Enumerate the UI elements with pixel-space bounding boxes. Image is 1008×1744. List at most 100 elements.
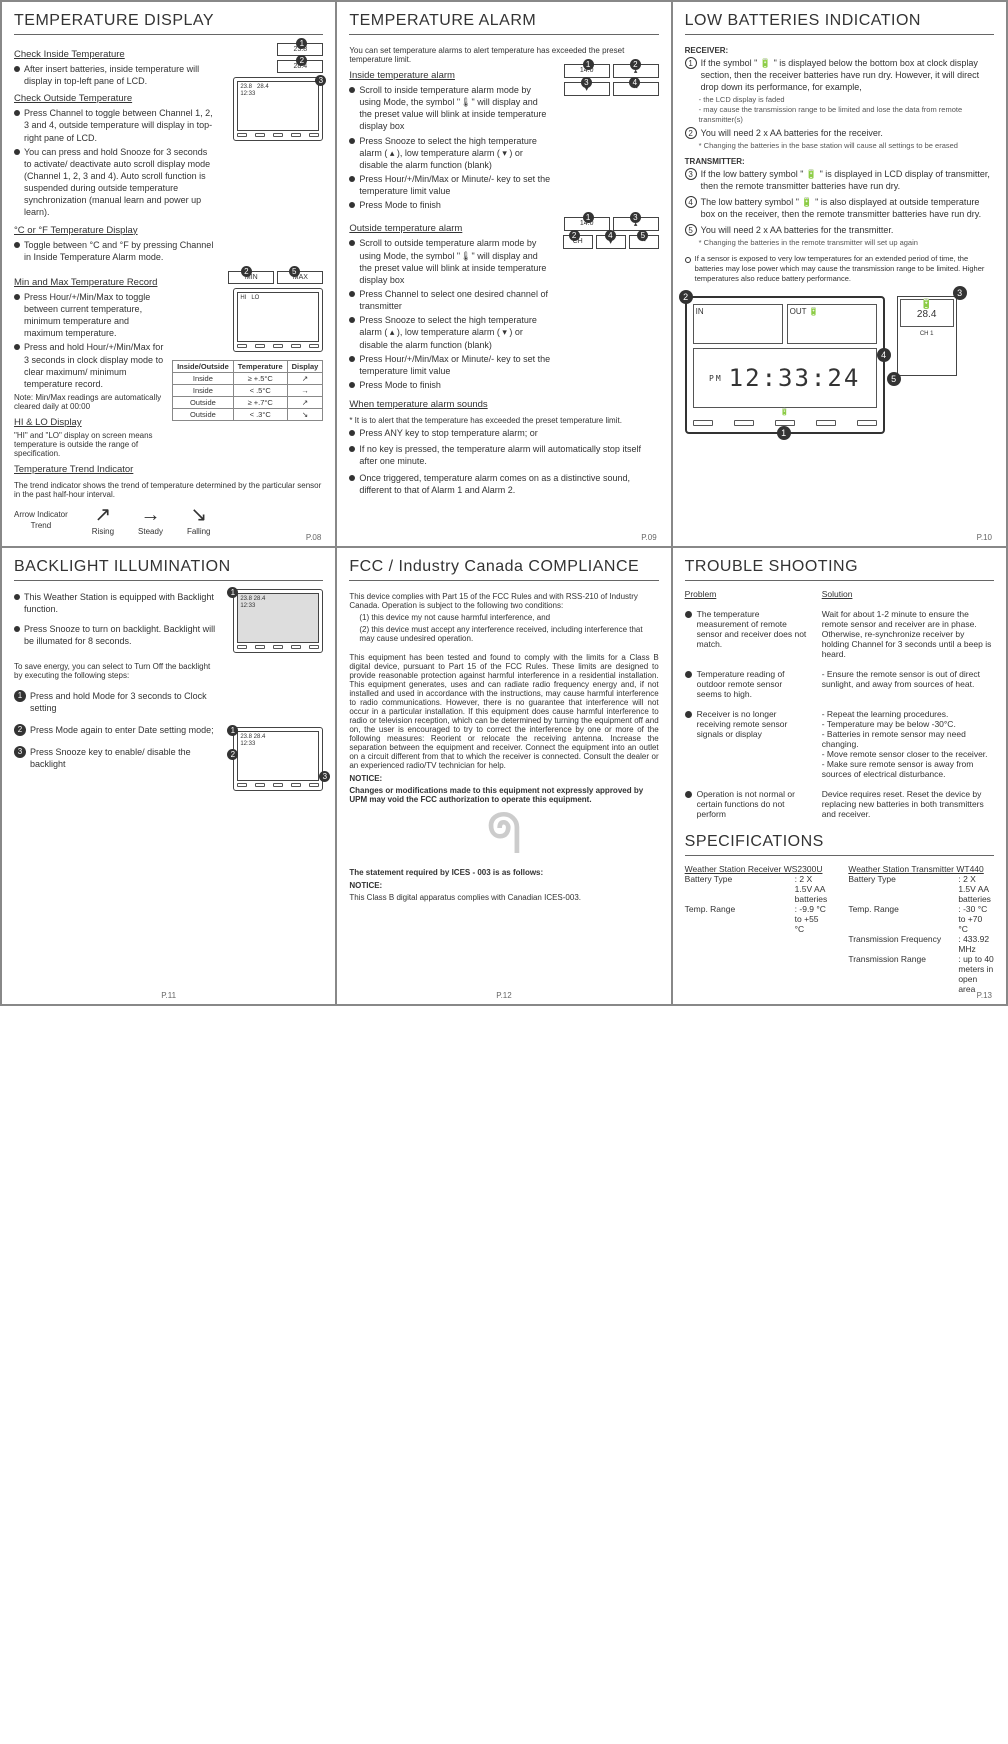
bullet-dot: [349, 446, 355, 452]
bullet-text: Scroll to inside temperature alarm mode …: [359, 84, 550, 133]
num-3: 3: [685, 168, 697, 180]
clock-display: PM12:33:24: [693, 348, 877, 408]
tx-screen: 🔋28.4: [900, 299, 954, 327]
callout-2: 2: [630, 59, 641, 70]
num-1: 1: [14, 690, 26, 702]
td: ↗: [287, 396, 323, 408]
bullet-dot: [14, 594, 20, 600]
rx-head: Weather Station Receiver WS2300U: [685, 864, 831, 874]
td: ↗: [287, 372, 323, 384]
outside-box: OUT 🔋: [787, 304, 877, 344]
arrow-label: Rising: [92, 527, 114, 536]
spec-key: Transmission Frequency: [848, 934, 958, 954]
spec-row: Temp. Range-9.9 °C to +55 °C: [685, 904, 831, 934]
device-buttons: [237, 133, 319, 137]
td: Inside: [173, 384, 234, 396]
solution-text: - Repeat the learning procedures. - Temp…: [822, 709, 994, 779]
callout-2: 2: [569, 230, 580, 241]
spec-key: Temp. Range: [685, 904, 795, 934]
tx-temp: 28.4: [917, 309, 936, 320]
ts-row: Receiver is no longer receiving remote s…: [685, 709, 808, 779]
num-5: 5: [685, 224, 697, 236]
td: Outside: [173, 408, 234, 420]
bullet-text: If the symbol " 🔋 " is displayed below t…: [701, 57, 994, 93]
screen-setting: 23.8 28.412:33: [237, 731, 319, 781]
page-grid: TEMPERATURE DISPLAY Check Inside Tempera…: [0, 0, 1008, 1006]
trouble-table: Problem Solution The temperature measure…: [685, 589, 994, 819]
td: ≥ +.5°C: [233, 372, 287, 384]
bullet-dot: [349, 138, 355, 144]
th: Display: [287, 360, 323, 372]
device-mock: 3 23.8 28.412:33: [233, 77, 323, 141]
notice-head: NOTICE:: [349, 774, 658, 783]
bullet-text: You will need 2 x AA batteries for the r…: [701, 127, 994, 139]
thumb-out-alarm: 4▾: [596, 235, 626, 249]
bullet-dot: [349, 291, 355, 297]
bullet-text: Scroll to outside temperature alarm mode…: [359, 237, 550, 286]
page-number: P.10: [977, 533, 992, 542]
problem-text: Receiver is no longer receiving remote s…: [697, 709, 808, 779]
num-2: 2: [14, 724, 26, 736]
thumb-alarm: 4--: [613, 82, 659, 96]
ts-row: Temperature reading of outdoor remote se…: [685, 669, 808, 699]
ts-row: The temperature measurement of remote se…: [685, 609, 808, 659]
callout-56: 5: [289, 266, 300, 277]
problem-text: Operation is not normal or certain funct…: [697, 789, 808, 819]
hilo-text: "HI" and "LO" display on screen means te…: [14, 431, 164, 458]
callout-3: 3: [953, 286, 967, 300]
bullet-text: You can press and hold Snooze for 3 seco…: [24, 146, 215, 219]
transmitter-head: TRANSMITTER:: [685, 157, 994, 166]
bullet-dot: [14, 149, 20, 155]
receiver-head: RECEIVER:: [685, 46, 994, 55]
th: Inside/Outside: [173, 360, 234, 372]
panel-trouble: TROUBLE SHOOTING Problem Solution The te…: [672, 547, 1007, 1005]
bullet-dot: [349, 202, 355, 208]
callout-5: 5: [637, 230, 648, 241]
title-trouble: TROUBLE SHOOTING: [685, 558, 994, 581]
bullet-dot: [14, 110, 20, 116]
callout-3: 3: [630, 212, 641, 223]
spec-row: Transmission Frequency433.92 MHz: [848, 934, 994, 954]
bullet-text: Press Channel to toggle between Channel …: [24, 107, 215, 143]
th: Temperature: [233, 360, 287, 372]
panel-temp-display: TEMPERATURE DISPLAY Check Inside Tempera…: [1, 1, 336, 547]
panel-temp-alarm: TEMPERATURE ALARM You can set temperatur…: [336, 1, 671, 547]
td: ≥ +.7°C: [233, 396, 287, 408]
trend-text: The trend indicator shows the trend of t…: [14, 481, 323, 499]
sub-outside-alarm: Outside temperature alarm: [349, 223, 550, 234]
trend-table: Inside/OutsideTemperatureDisplay Inside≥…: [172, 360, 323, 421]
thumb-minmax: 5MAX: [277, 271, 323, 284]
bullet-dot: [349, 240, 355, 246]
spec-row: Battery Type2 X 1.5V AA batteries: [685, 874, 831, 904]
spec-row: Battery Type2 X 1.5V AA batteries: [848, 874, 994, 904]
steady-arrow-icon: →: [140, 505, 160, 525]
device-screen: HI LO: [237, 292, 319, 342]
bullet-text: Press ANY key to stop temperature alarm;…: [359, 427, 658, 439]
callout-5: 5: [887, 372, 901, 386]
callout-1: 1: [777, 426, 791, 440]
bullet-text: Press Snooze to select the high temperat…: [359, 135, 550, 171]
problem-text: Temperature reading of outdoor remote se…: [697, 669, 808, 699]
spec-val: 433.92 MHz: [958, 934, 994, 954]
col-solution: Solution: [822, 589, 994, 599]
clock-value: 12:33:24: [729, 364, 861, 392]
thumb-outside-temp: 228.4: [277, 60, 323, 73]
bullet-text: Press Mode to finish: [359, 199, 550, 211]
fine-print: - the LCD display is faded: [699, 95, 994, 105]
fine-print: * Changing the batteries in the base sta…: [699, 141, 994, 151]
receiver-illustration: 2 4 1 IN OUT 🔋 PM12:33:24 🔋: [685, 296, 885, 434]
sub-hilo: HI & LO Display: [14, 417, 164, 428]
title-fcc: FCC / Industry Canada COMPLIANCE: [349, 558, 658, 581]
sub-trend: Temperature Trend Indicator: [14, 464, 323, 475]
num-4: 4: [685, 196, 697, 208]
bullet-dot: [685, 611, 692, 618]
screen-lit: 23.8 28.412:33: [237, 593, 319, 643]
tx-head: Weather Station Transmitter WT440: [848, 864, 994, 874]
num-2: 2: [685, 127, 697, 139]
callout-4: 4: [605, 230, 616, 241]
bullet-text: Press Mode to finish: [359, 379, 550, 391]
title-specs: SPECIFICATIONS: [685, 833, 994, 856]
notice2: This Class B digital apparatus complies …: [349, 893, 658, 902]
bullet-dot: [349, 176, 355, 182]
fine-print: * Changing the batteries in the remote t…: [699, 238, 994, 248]
